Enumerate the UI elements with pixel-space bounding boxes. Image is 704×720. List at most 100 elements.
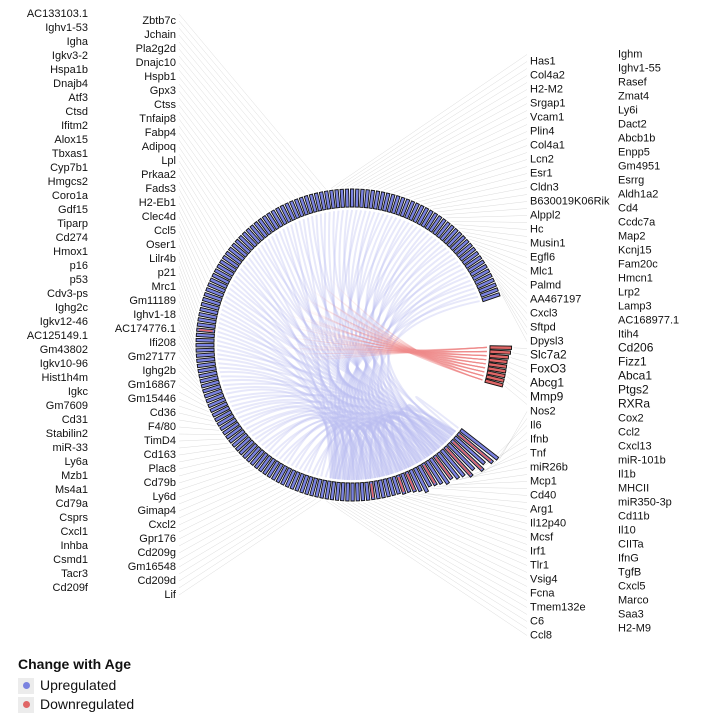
bar-downregulated-segment bbox=[406, 473, 415, 491]
gene-label: Adipoq bbox=[142, 141, 176, 153]
leader-line bbox=[513, 347, 528, 349]
chord-up bbox=[248, 257, 388, 476]
bar-upregulated bbox=[198, 311, 218, 320]
leader-line bbox=[178, 90, 272, 210]
bar-upregulated bbox=[453, 435, 487, 466]
gene-label: Mcp1 bbox=[530, 475, 557, 487]
bar-upregulated bbox=[309, 477, 319, 497]
gene-label: Clec4d bbox=[142, 211, 176, 223]
gene-label: Gm16867 bbox=[128, 379, 176, 391]
leader-line bbox=[388, 131, 528, 192]
bar-upregulated bbox=[209, 401, 229, 414]
leader-line bbox=[178, 20, 321, 191]
gene-label: Palmd bbox=[530, 279, 561, 291]
legend-item-downregulated: Downregulated bbox=[18, 695, 134, 714]
bar-downregulated bbox=[488, 353, 510, 360]
bar-upregulated bbox=[203, 388, 223, 399]
bar-downregulated bbox=[484, 378, 504, 388]
gene-label: Fizz1 bbox=[618, 355, 647, 369]
bar-upregulated bbox=[416, 206, 430, 226]
bar-upregulated bbox=[449, 234, 467, 252]
chord-up bbox=[342, 426, 349, 480]
chord-up bbox=[264, 416, 386, 477]
leader-line bbox=[178, 216, 209, 279]
gene-label: Ly6i bbox=[618, 104, 638, 116]
leader-line bbox=[410, 493, 528, 524]
leader-line bbox=[178, 293, 195, 335]
chord-up bbox=[286, 421, 344, 480]
chord-up bbox=[407, 403, 449, 446]
leader-line bbox=[178, 69, 286, 202]
leader-line bbox=[178, 104, 263, 215]
gene-label: Igha bbox=[67, 36, 89, 48]
leader-line bbox=[178, 202, 214, 270]
leader-line bbox=[512, 352, 528, 356]
gene-label: Gm16548 bbox=[128, 561, 176, 573]
gene-label: B630019K06Rik bbox=[530, 195, 610, 207]
chord-up bbox=[271, 415, 417, 465]
chord-up bbox=[216, 344, 381, 478]
leader-line bbox=[178, 265, 198, 314]
gene-label: Cd36 bbox=[150, 407, 176, 419]
bar-upregulated bbox=[442, 227, 459, 245]
chord-up bbox=[365, 215, 440, 450]
bar-upregulated bbox=[231, 432, 249, 448]
leader-line bbox=[178, 384, 205, 403]
leader-line bbox=[178, 356, 199, 383]
leader-line bbox=[178, 458, 243, 477]
leader-line bbox=[432, 194, 528, 210]
chord-up bbox=[219, 370, 339, 480]
leader-line bbox=[352, 502, 528, 601]
gene-label: Hmox1 bbox=[53, 246, 88, 258]
leader-line bbox=[178, 465, 251, 491]
bar-upregulated bbox=[334, 189, 341, 209]
leader-line bbox=[178, 153, 235, 240]
bar-upregulated bbox=[266, 211, 280, 231]
chord-up bbox=[347, 419, 429, 481]
chord-up bbox=[251, 253, 436, 453]
gene-label: Mlc1 bbox=[530, 265, 553, 277]
bar-upregulated bbox=[400, 472, 412, 494]
chord-up bbox=[405, 404, 454, 455]
bar-upregulated bbox=[257, 454, 273, 473]
gene-label: Esrrg bbox=[618, 174, 644, 186]
gene-label: Zbtb7c bbox=[142, 15, 176, 27]
chord-up bbox=[334, 425, 381, 480]
gene-label: MHCII bbox=[618, 482, 649, 494]
chord-up bbox=[358, 420, 423, 480]
gene-label: Alppl2 bbox=[530, 209, 561, 221]
chord-up bbox=[239, 267, 368, 480]
leader-line bbox=[341, 502, 528, 615]
legend: Change with Age Upregulated Downregulate… bbox=[18, 656, 134, 714]
legend-item-upregulated: Upregulated bbox=[18, 676, 134, 695]
leader-line bbox=[485, 260, 528, 293]
leader-line bbox=[178, 62, 291, 200]
gene-label: Ctsd bbox=[65, 106, 88, 118]
gene-label: miR-101b bbox=[618, 454, 666, 466]
upregulated-dot-icon bbox=[22, 682, 30, 689]
bar-upregulated bbox=[197, 366, 217, 374]
bar-upregulated bbox=[476, 277, 495, 290]
bar-upregulated bbox=[458, 246, 477, 262]
gene-label: Ighg2b bbox=[142, 365, 176, 377]
gene-label: Mrc1 bbox=[152, 281, 176, 293]
gene-label: Zmat4 bbox=[618, 90, 649, 102]
leader-line bbox=[178, 251, 200, 304]
chord-up bbox=[315, 424, 388, 476]
leader-line bbox=[399, 495, 528, 538]
bar-upregulated bbox=[416, 464, 433, 488]
leader-line bbox=[501, 293, 528, 342]
bar-upregulated bbox=[318, 191, 327, 211]
leader-line bbox=[178, 363, 200, 388]
bar-upregulated bbox=[373, 480, 381, 500]
gene-label: CIITa bbox=[618, 538, 645, 550]
bar-upregulated bbox=[446, 231, 463, 248]
chord-up bbox=[356, 275, 469, 480]
leader-line bbox=[178, 412, 214, 422]
bar-upregulated bbox=[213, 268, 233, 281]
leader-line bbox=[178, 447, 232, 456]
bar-upregulated bbox=[196, 361, 216, 369]
bar-upregulated bbox=[324, 480, 332, 500]
leader-line bbox=[178, 398, 209, 413]
chord-up bbox=[379, 421, 402, 473]
